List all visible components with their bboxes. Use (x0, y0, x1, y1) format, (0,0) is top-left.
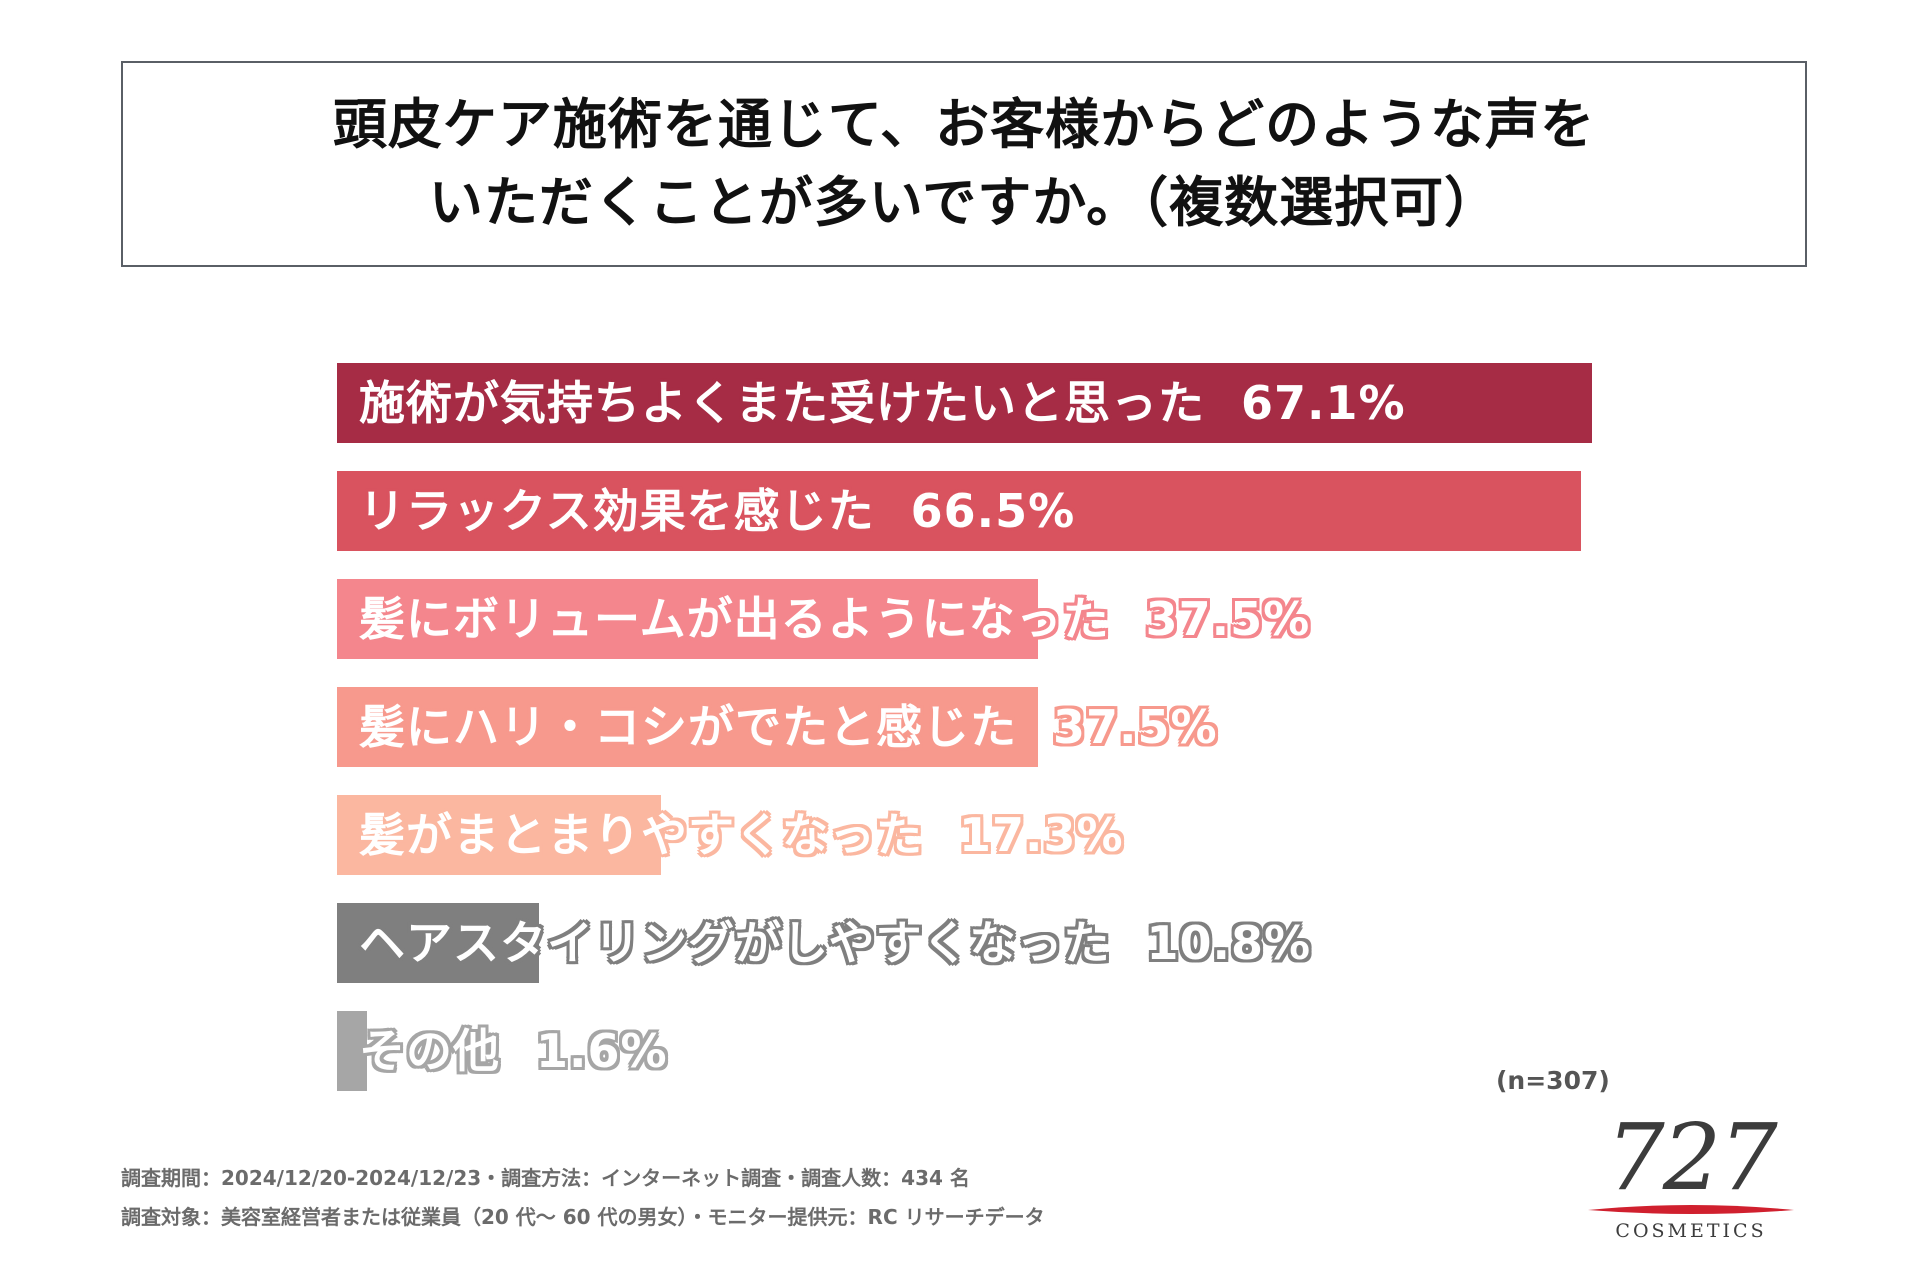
bar (337, 903, 539, 983)
logo-text: COSMETICS (1615, 1220, 1767, 1242)
bar (337, 795, 661, 875)
bar (337, 687, 1038, 767)
bar-row: リラックス効果を感じた 66.5% (337, 471, 1817, 551)
title-box: 頭皮ケア施術を通じて、お客様からどのような声を いただくことが多いですか。（複数… (121, 61, 1807, 267)
chart-title-line-2: いただくことが多いですか。（複数選択可） (428, 171, 1500, 234)
value-label: 37.5% (1145, 592, 1311, 646)
bar (337, 363, 1592, 443)
bar-row: 髪にハリ・コシがでたと感じた 37.5% (337, 687, 1817, 767)
bar-label: リラックス効果を感じた 66.5% (359, 471, 1075, 551)
category-label: その他 (359, 1024, 500, 1078)
value-label: 37.5% (1053, 700, 1218, 754)
value-label: 66.5% (910, 484, 1076, 538)
survey-footnote-target: 調査対象：美容室経営者または従業員（20 代～ 60 代の男女）・モニター提供元… (121, 1205, 1045, 1229)
bar-label: 髪にボリュームが出るようになった 37.5% (359, 579, 1310, 659)
category-label: 髪にハリ・コシがでたと感じた (359, 700, 1017, 754)
bar-row: 髪にボリュームが出るようになった 37.5% (337, 579, 1817, 659)
bar-label: ヘアスタイリングがしやすくなった 10.8% (359, 903, 1311, 983)
category-label: ヘアスタイリングがしやすくなった (359, 916, 1111, 970)
category-label: 髪がまとまりやすくなった (359, 808, 923, 862)
bar-label: 髪にハリ・コシがでたと感じた 37.5% (359, 687, 1218, 767)
value-label: 10.8% (1146, 916, 1312, 970)
bar-row: その他 1.6% (337, 1011, 1817, 1091)
survey-footnote-period: 調査期間：2024/12/20-2024/12/23・調査方法：インターネット調… (121, 1166, 970, 1190)
bar-label: その他 1.6% (359, 1011, 668, 1091)
logo-swoosh (1588, 1205, 1794, 1214)
bar-label: 施術が気持ちよくまた受けたいと思った 67.1% (359, 363, 1406, 443)
value-label: 17.3% (959, 808, 1124, 862)
value-label: 67.1% (1241, 376, 1406, 430)
sample-size-label: (n=307) (1496, 1066, 1610, 1095)
category-label: リラックス効果を感じた (359, 484, 875, 538)
bar-row: ヘアスタイリングがしやすくなった 10.8% (337, 903, 1817, 983)
bar-label: 髪がまとまりやすくなった 17.3% (359, 795, 1124, 875)
chart-title-line-1: 頭皮ケア施術を通じて、お客様からどのような声を (332, 92, 1596, 156)
bar (337, 1011, 367, 1091)
category-label: 髪にボリュームが出るようになった (359, 592, 1110, 646)
category-label: 施術が気持ちよくまた受けたいと思った (359, 376, 1205, 430)
bar-row: 施術が気持ちよくまた受けたいと思った 67.1% (337, 363, 1817, 443)
logo-number: 727 (1606, 1104, 1778, 1211)
bar (337, 471, 1581, 551)
brand-logo: 727 COSMETICS (1586, 1112, 1796, 1246)
bar-row: 髪がまとまりやすくなった 17.3% (337, 795, 1817, 875)
value-label: 1.6% (536, 1024, 668, 1078)
bar (337, 579, 1038, 659)
